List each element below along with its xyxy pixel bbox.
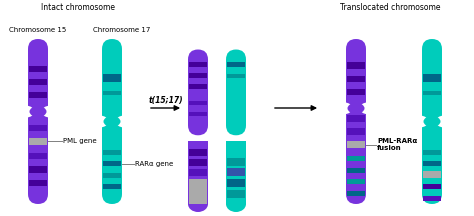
Bar [423, 149, 441, 154]
FancyBboxPatch shape [102, 39, 122, 204]
Bar [29, 166, 47, 173]
FancyBboxPatch shape [28, 39, 48, 204]
Bar [227, 179, 245, 187]
Bar [226, 141, 246, 204]
Bar [227, 190, 245, 198]
FancyBboxPatch shape [422, 39, 442, 204]
Ellipse shape [116, 116, 130, 127]
Bar [103, 161, 121, 166]
Text: t(15;17): t(15;17) [148, 96, 183, 105]
Bar [29, 79, 47, 85]
Bar [103, 149, 121, 154]
Ellipse shape [436, 116, 450, 127]
Bar [347, 156, 365, 161]
Bar [423, 184, 441, 189]
Bar [347, 89, 365, 95]
Bar [227, 158, 245, 166]
Bar [347, 129, 365, 135]
Bar [103, 184, 121, 189]
Ellipse shape [94, 116, 108, 127]
Bar [188, 141, 208, 204]
Ellipse shape [347, 103, 365, 114]
Bar [423, 161, 441, 166]
Bar [189, 84, 207, 89]
Text: PML gene: PML gene [63, 138, 97, 145]
Ellipse shape [188, 196, 208, 212]
Bar [29, 153, 47, 159]
Bar [227, 62, 245, 67]
Bar [347, 115, 365, 121]
Bar [227, 168, 245, 176]
Ellipse shape [360, 103, 374, 114]
FancyBboxPatch shape [226, 49, 246, 135]
FancyBboxPatch shape [188, 49, 208, 135]
Bar [423, 196, 441, 201]
Bar [29, 179, 47, 186]
Bar [423, 91, 441, 95]
Ellipse shape [423, 116, 440, 127]
Bar [347, 191, 365, 196]
Bar [103, 75, 121, 82]
Bar [189, 101, 207, 105]
Bar [189, 159, 207, 166]
Bar [189, 149, 207, 156]
Text: Intact chromosome: Intact chromosome [41, 3, 115, 12]
Bar [103, 173, 121, 178]
Bar [29, 138, 47, 145]
Ellipse shape [20, 106, 34, 117]
Bar [189, 179, 207, 204]
Ellipse shape [414, 116, 428, 127]
Ellipse shape [29, 106, 46, 117]
Bar [189, 112, 207, 116]
Text: PML-RARα
fusion: PML-RARα fusion [377, 138, 417, 151]
Bar [423, 171, 441, 178]
Bar [29, 66, 47, 72]
Bar [189, 169, 207, 176]
Ellipse shape [226, 196, 246, 212]
Bar [227, 74, 245, 78]
Bar [347, 168, 365, 173]
Ellipse shape [338, 103, 352, 114]
Text: RARα gene: RARα gene [135, 161, 173, 167]
Bar [103, 91, 121, 95]
Bar [189, 62, 207, 67]
Bar [347, 76, 365, 82]
Text: Chromosome 15: Chromosome 15 [9, 27, 67, 33]
Bar [347, 179, 365, 184]
Bar [347, 141, 365, 148]
Bar [29, 92, 47, 98]
Bar [29, 125, 47, 131]
Text: Chromosome 17: Chromosome 17 [93, 27, 151, 33]
Bar [189, 73, 207, 78]
FancyBboxPatch shape [346, 39, 366, 204]
Ellipse shape [103, 116, 120, 127]
Ellipse shape [42, 106, 56, 117]
Bar [347, 62, 365, 69]
Bar [423, 75, 441, 82]
Text: Translocated chromosome: Translocated chromosome [340, 3, 440, 12]
